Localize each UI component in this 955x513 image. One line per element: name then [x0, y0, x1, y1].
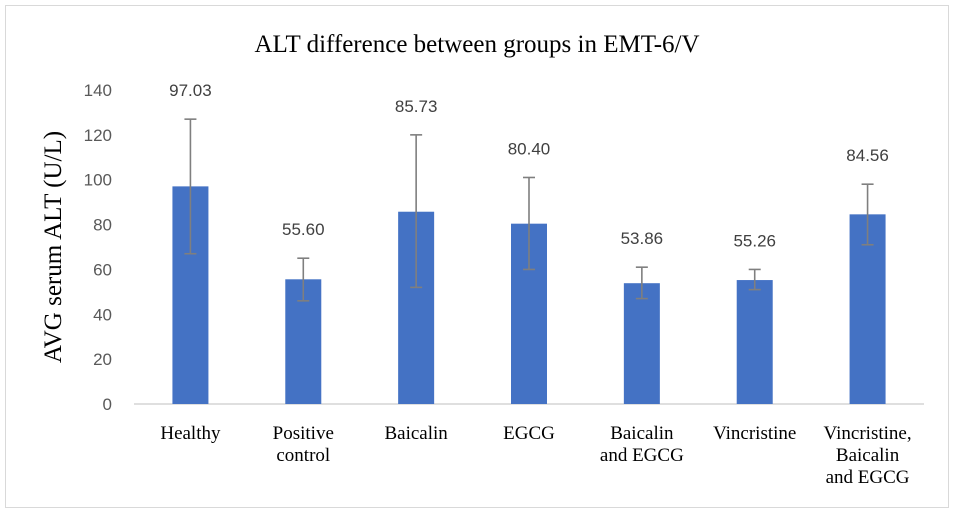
- x-tick-label-line: Baicalin: [610, 423, 674, 444]
- y-tick-label: 80: [93, 216, 112, 235]
- bar: [849, 214, 886, 404]
- data-label: 84.56: [846, 146, 889, 165]
- x-tick-label-line: Positive: [273, 423, 334, 444]
- y-tick-label: 120: [84, 126, 112, 145]
- y-ticks: 0 20 40 60 80 100 120 140: [84, 81, 112, 414]
- y-tick-label: 0: [103, 395, 112, 414]
- x-tick-label-line: Healthy: [160, 423, 221, 444]
- x-tick-label-line: EGCG: [503, 423, 555, 444]
- data-label: 53.86: [621, 229, 664, 248]
- x-tick-label: Positive control: [273, 423, 334, 466]
- bar: [736, 280, 773, 404]
- chart-title: ALT difference between groups in EMT-6/V: [254, 31, 699, 58]
- x-tick-label: Vincristine, Baicalin and EGCG: [824, 423, 912, 488]
- y-tick-label: 20: [93, 350, 112, 369]
- x-tick-label-line: Baicalin: [384, 423, 448, 444]
- x-tick-label: Baicalin: [384, 423, 448, 444]
- data-label: 97.03: [169, 81, 212, 100]
- y-axis-label: AVG serum ALT (U/L): [40, 131, 67, 363]
- x-ticks: Healthy Positive control Baicalin EGCG Baical…: [160, 423, 911, 488]
- y-tick-label: 140: [84, 81, 112, 100]
- y-tick-label: 60: [93, 260, 112, 279]
- x-tick-label-line: Vincristine,: [824, 423, 912, 444]
- x-tick-label: Vincristine: [713, 423, 796, 444]
- y-tick-label: 100: [84, 171, 112, 190]
- data-label: 55.60: [282, 220, 325, 239]
- x-tick-label-line: Baicalin: [836, 445, 900, 466]
- data-labels: 97.03 55.60 85.73 80.40 53.86 55.26 84.56: [169, 81, 889, 250]
- x-tick-label-line: and EGCG: [826, 467, 910, 488]
- data-label: 85.73: [395, 97, 438, 116]
- data-label: 80.40: [508, 139, 551, 158]
- x-tick-label-line: Vincristine: [713, 423, 796, 444]
- x-tick-label-line: control: [276, 445, 330, 466]
- error-bars: [184, 118, 874, 302]
- x-tick-label-line: and EGCG: [600, 445, 684, 466]
- bar: [623, 283, 660, 404]
- y-tick-label: 40: [93, 305, 112, 324]
- x-tick-label: Baicalin and EGCG: [600, 423, 684, 466]
- x-tick-label: EGCG: [503, 423, 555, 444]
- x-tick-label: Healthy: [160, 423, 221, 444]
- data-label: 55.26: [733, 231, 776, 250]
- chart-frame: [5, 5, 949, 508]
